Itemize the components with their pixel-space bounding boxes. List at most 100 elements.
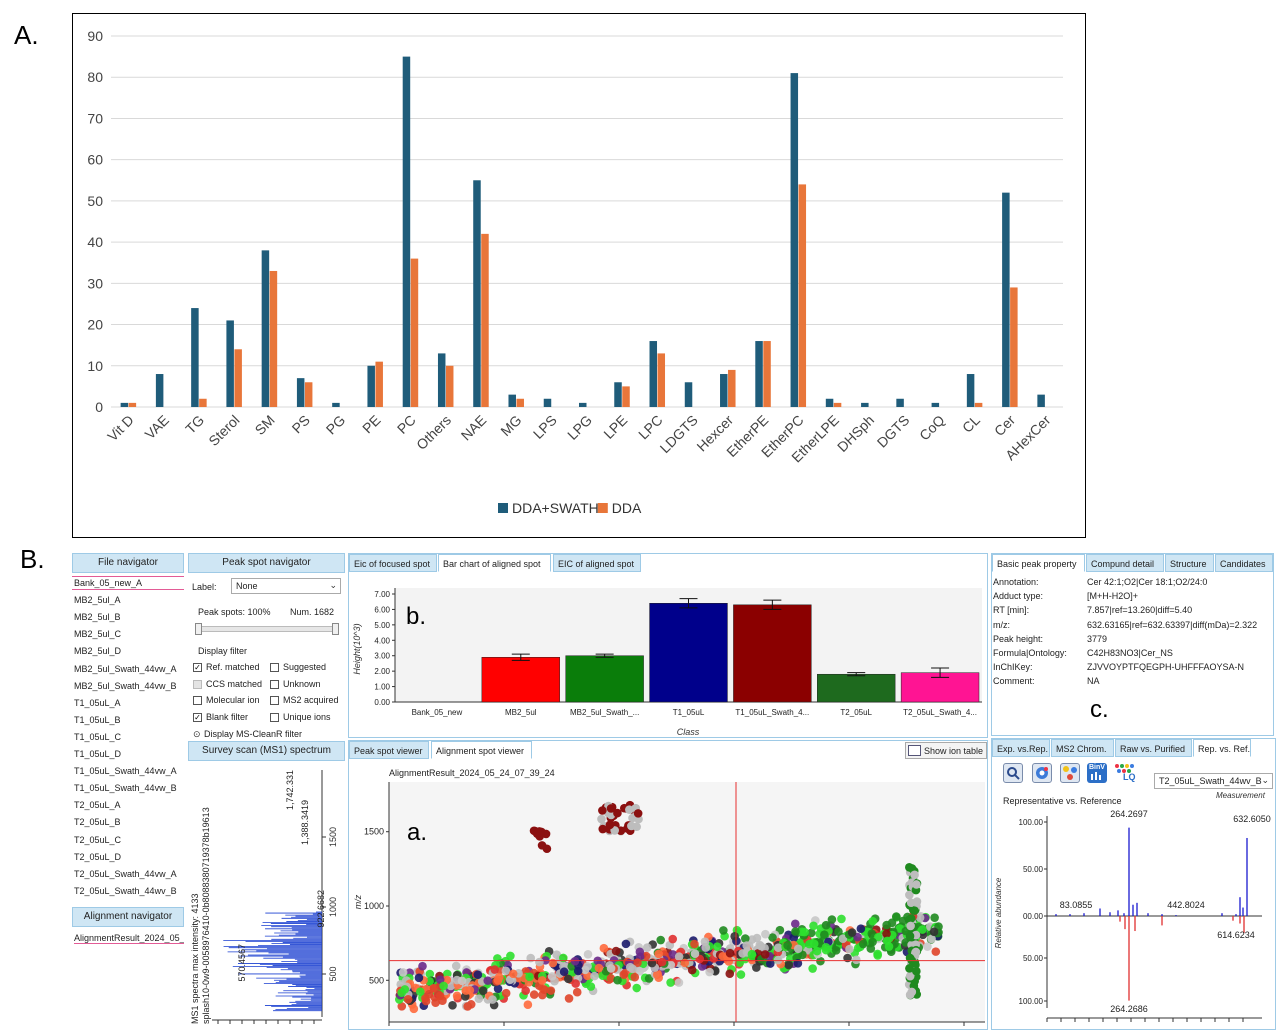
- scatter-point: [668, 934, 678, 944]
- scatter-point: [929, 927, 939, 937]
- filter-checkbox[interactable]: ✓: [193, 712, 202, 722]
- y-tick-label: 100.00: [1019, 818, 1044, 827]
- file-list-item[interactable]: T1_05uL_A: [74, 697, 121, 708]
- filter-checkbox[interactable]: [270, 679, 279, 689]
- network-icon[interactable]: [1032, 763, 1052, 783]
- panel-a-letter: A.: [14, 20, 39, 50]
- file-list-item[interactable]: T2_05uL_B: [74, 817, 121, 828]
- property-key: Formula|Ontology:: [993, 648, 1067, 658]
- bar: [1037, 394, 1045, 407]
- file-list-item[interactable]: T1_05uL_C: [74, 731, 122, 742]
- lq-icon[interactable]: LQ: [1114, 763, 1136, 783]
- slider-handle-left[interactable]: [195, 623, 202, 635]
- measurement-select[interactable]: T2_05uL_Swath_44wv_B ⌄: [1154, 773, 1273, 789]
- cluster-icon[interactable]: [1060, 763, 1080, 783]
- cleanr-filter-label: Display MS-CleanR filter: [204, 729, 303, 739]
- scatter-point: [564, 974, 573, 984]
- file-list-item[interactable]: T2_05uL_D: [74, 851, 122, 862]
- y-tick-label: 90: [87, 28, 103, 44]
- scatter-point: [931, 947, 941, 956]
- y-tick-label: 80: [87, 69, 103, 85]
- file-list-item[interactable]: MB2_5ul_Swath_44vw_A: [74, 663, 177, 674]
- property-value: 7.857|ref=13.260|diff=5.40: [1087, 605, 1193, 616]
- label-select[interactable]: None ⌄: [231, 578, 341, 594]
- property-key: RT [min]:: [993, 605, 1030, 616]
- chevron-down-icon: ⌄: [1261, 775, 1269, 785]
- tab-alignment-spot-viewer[interactable]: Alignment spot viewer: [431, 741, 532, 759]
- file-list-item[interactable]: T1_05uL_Swath_44vw_A: [74, 766, 177, 777]
- file-list-item[interactable]: MB2_5ul_C: [74, 629, 122, 640]
- scatter-point: [632, 983, 642, 993]
- file-list-item[interactable]: T1_05uL_D: [74, 749, 122, 759]
- filter-checkbox[interactable]: [193, 679, 202, 689]
- tab-candidates[interactable]: Candidates: [1215, 554, 1273, 572]
- slider-handle-right[interactable]: [332, 623, 339, 635]
- scatter-point: [837, 914, 846, 924]
- scatter-point: [488, 995, 497, 1004]
- scatter-point: [586, 982, 596, 991]
- tab-eic-focused[interactable]: Eic of focused spot: [349, 554, 437, 572]
- binv-icon[interactable]: BinV: [1087, 763, 1107, 783]
- tab-exp-vs-rep[interactable]: Exp. vs.Rep.: [992, 739, 1050, 757]
- scatter-point: [425, 969, 435, 979]
- file-list-item[interactable]: Bank_05_new_A: [74, 578, 143, 588]
- show-ion-table-button[interactable]: Show ion table: [905, 742, 987, 759]
- file-list-item[interactable]: MB2_5ul_B: [74, 612, 121, 623]
- y-tick-label: 20: [87, 317, 103, 333]
- scatter-point: [760, 950, 770, 959]
- filter-checkbox[interactable]: [193, 696, 202, 705]
- scatter-point: [847, 928, 857, 937]
- scatter-point: [493, 984, 503, 994]
- property-value: Cer 42:1;O2|Cer 18:1;O2/24:0: [1087, 577, 1208, 587]
- tab-structure[interactable]: Structure: [1165, 554, 1214, 572]
- aligned-spot-bar-chart: 0.00 1.00 2.00 3.00 4.00 5.00 6.00 7.00 Height(1…: [352, 588, 982, 737]
- file-list-item[interactable]: MB2_5ul_Swath_44vw_B: [74, 680, 177, 691]
- scatter-point: [793, 959, 803, 968]
- search-icon[interactable]: [1003, 763, 1023, 783]
- mz-tick-label: 1000: [328, 897, 338, 917]
- bar: [1010, 287, 1018, 407]
- filter-checkbox[interactable]: ✓: [193, 663, 202, 672]
- y-tick-label: 1.00: [374, 683, 390, 692]
- y-axis-label: Relative abundance: [994, 877, 1003, 948]
- tab-raw-vs-purified[interactable]: Raw vs. Purified: [1115, 739, 1192, 757]
- scatter-point: [474, 994, 484, 1003]
- scatter-point: [666, 960, 676, 970]
- tab-peak-spot-viewer[interactable]: Peak spot viewer: [349, 741, 429, 759]
- file-list-item[interactable]: T1_05uL_Swath_44vw_B: [74, 783, 177, 794]
- file-list-item[interactable]: T2_05uL_A: [74, 800, 121, 811]
- tab-eic-aligned[interactable]: EIC of aligned spot: [553, 554, 641, 572]
- file-list-item[interactable]: T1_05uL_B: [74, 714, 121, 725]
- file-list-item[interactable]: T2_05uL_C: [74, 834, 122, 845]
- filter-checkbox[interactable]: [270, 712, 279, 722]
- file-list-item[interactable]: MB2_5ul_A: [74, 595, 121, 606]
- scatter-point: [912, 880, 921, 889]
- alignment-item[interactable]: AlignmentResult_2024_05_2: [74, 933, 184, 944]
- tab-ms2-chrom[interactable]: MS2 Chrom.: [1051, 739, 1114, 757]
- bar: [614, 382, 622, 407]
- scatter-point: [606, 964, 616, 973]
- x-tick-label: SM: [252, 412, 278, 438]
- tab-compound-detail[interactable]: Compund detail: [1086, 554, 1164, 572]
- bar: [755, 341, 763, 407]
- scatter-point: [627, 821, 636, 831]
- scatter-point: [403, 995, 413, 1004]
- file-list-item[interactable]: T2_05uL_Swath_44wv_B: [74, 885, 177, 896]
- tab-bar-chart[interactable]: Bar chart of aligned spot: [438, 554, 551, 572]
- x-tick-label: VAE: [142, 412, 172, 442]
- filter-checkbox[interactable]: [270, 663, 279, 672]
- scatter-point: [687, 965, 697, 975]
- cleanr-toggle-icon[interactable]: ⊙: [193, 729, 201, 739]
- tab-rep-vs-ref[interactable]: Rep. vs. Ref.: [1193, 739, 1251, 757]
- scatter-point: [521, 986, 530, 996]
- scatter-point: [797, 927, 807, 937]
- bar: [226, 320, 234, 407]
- scatter-point: [820, 930, 829, 940]
- file-list-item[interactable]: T2_05uL_Swath_44vw_A: [74, 868, 177, 879]
- peak-label: 614.6234: [1217, 930, 1255, 940]
- bar: [191, 308, 199, 407]
- file-list-item[interactable]: MB2_5ul_D: [74, 646, 122, 657]
- peak-range-slider[interactable]: [196, 626, 339, 632]
- tab-basic-peak-property[interactable]: Basic peak property: [992, 554, 1085, 572]
- filter-checkbox[interactable]: [270, 696, 279, 705]
